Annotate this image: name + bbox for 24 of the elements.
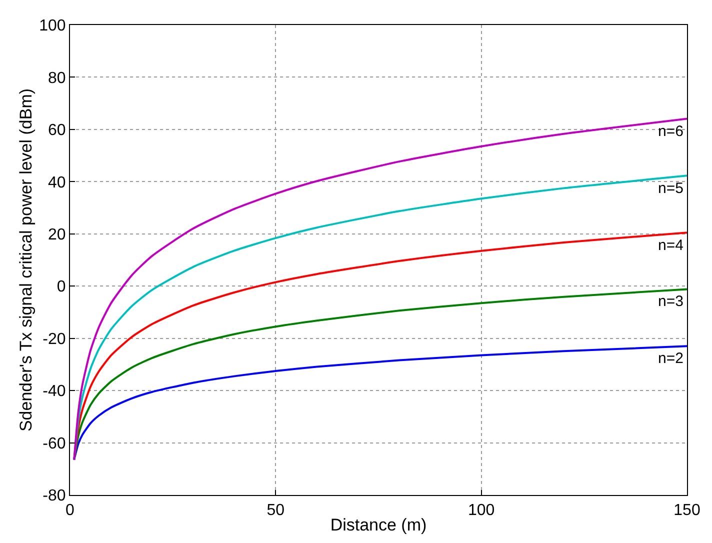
y-tick-label: 60 xyxy=(48,122,66,140)
x-tick-label: 150 xyxy=(674,502,700,520)
line-series xyxy=(73,345,687,461)
y-tick-label: -80 xyxy=(42,488,66,505)
line-series xyxy=(73,288,687,461)
series-label: n=5 xyxy=(658,180,684,197)
y-tick-label: 100 xyxy=(39,18,66,35)
y-tick-label: -20 xyxy=(42,330,66,348)
x-tick-label: 50 xyxy=(266,502,285,520)
y-tick-label: 0 xyxy=(56,278,66,296)
line-series xyxy=(73,118,687,461)
x-axis-title: Distance (m) xyxy=(330,516,427,535)
y-tick-label: 40 xyxy=(48,174,66,192)
line-series xyxy=(73,174,687,461)
series-label: n=2 xyxy=(658,350,684,367)
series-label: n=4 xyxy=(658,237,684,254)
y-axis-title: Sdender's Tx signal critical power level (dBm) xyxy=(16,88,36,432)
y-tick-label: 80 xyxy=(48,70,66,87)
y-tick-label: -60 xyxy=(42,435,66,452)
x-tick-label: 100 xyxy=(468,502,495,520)
y-tick-label: -40 xyxy=(42,383,66,400)
series-label: n=3 xyxy=(658,293,684,310)
y-tick-label: 20 xyxy=(48,226,66,244)
series-label: n=6 xyxy=(658,123,684,140)
